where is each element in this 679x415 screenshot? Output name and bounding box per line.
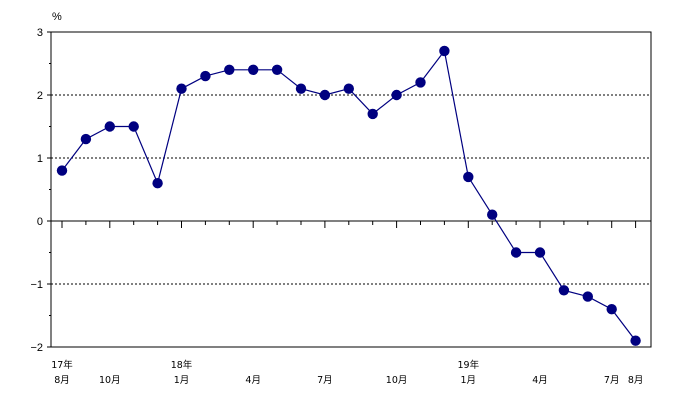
data-point-7 xyxy=(224,64,235,76)
data-point-1 xyxy=(80,133,92,145)
x-month-label-1: 10月 xyxy=(99,375,121,386)
axes xyxy=(47,31,652,348)
x-month-label-7: 4月 xyxy=(532,375,548,386)
data-point-21 xyxy=(558,285,570,296)
data-point-24 xyxy=(630,335,641,346)
series-polyline xyxy=(61,49,637,342)
data-point-12 xyxy=(343,83,354,94)
data-point-16 xyxy=(439,45,450,57)
data-point-15 xyxy=(415,77,426,88)
data-point-18 xyxy=(487,209,498,220)
data-point-2 xyxy=(104,121,116,132)
data-point-14 xyxy=(391,89,402,101)
data-point-9 xyxy=(271,64,283,76)
x-tick-labels: 17年 8月 10月 18年 1月 4月 7月 10月 19年 1月 4月 7月 8月 xyxy=(51,359,643,386)
plot-frame xyxy=(50,31,652,348)
x-month-label-3: 4月 xyxy=(245,375,261,386)
data-point-17 xyxy=(463,171,474,183)
x-year-label-6: 19年 xyxy=(458,359,480,371)
x-month-label-2: 1月 xyxy=(174,375,190,386)
y-tick-label-4: −1 xyxy=(30,279,43,291)
data-point-19 xyxy=(510,247,522,258)
data-point-5 xyxy=(176,83,187,94)
x-year-label-2: 18年 xyxy=(171,359,193,371)
y-tick-label-1: 2 xyxy=(37,90,43,102)
data-point-0 xyxy=(56,165,68,176)
data-point-3 xyxy=(128,121,139,132)
y-tick-label-2: 1 xyxy=(37,153,43,165)
x-month-label-6: 1月 xyxy=(461,375,477,386)
data-point-13 xyxy=(367,108,378,120)
data-point-10 xyxy=(295,83,307,94)
data-point-8 xyxy=(248,64,259,76)
y-unit-label: % xyxy=(52,11,62,23)
x-month-label-0: 8月 xyxy=(54,375,70,386)
gridlines xyxy=(51,94,651,285)
data-point-20 xyxy=(534,247,546,258)
data-point-22 xyxy=(582,291,593,302)
x-year-label-0: 17年 xyxy=(51,359,73,371)
data-point-11 xyxy=(319,89,331,101)
x-month-label-8: 7月 xyxy=(604,375,620,386)
data-point-6 xyxy=(200,70,211,82)
x-month-label-4: 7月 xyxy=(317,375,333,386)
data-point-4 xyxy=(152,178,163,189)
y-tick-label-0: 3 xyxy=(37,27,43,39)
data-point-23 xyxy=(606,304,617,315)
y-tick-label-3: 0 xyxy=(37,216,43,228)
y-tick-label-5: −2 xyxy=(30,342,43,354)
series-line xyxy=(61,49,637,342)
x-month-label-5: 10月 xyxy=(386,375,408,386)
y-tick-labels: 3 2 1 0 −1 −2 xyxy=(30,27,43,354)
data-points xyxy=(56,45,641,346)
x-month-label-9: 8月 xyxy=(628,375,644,386)
